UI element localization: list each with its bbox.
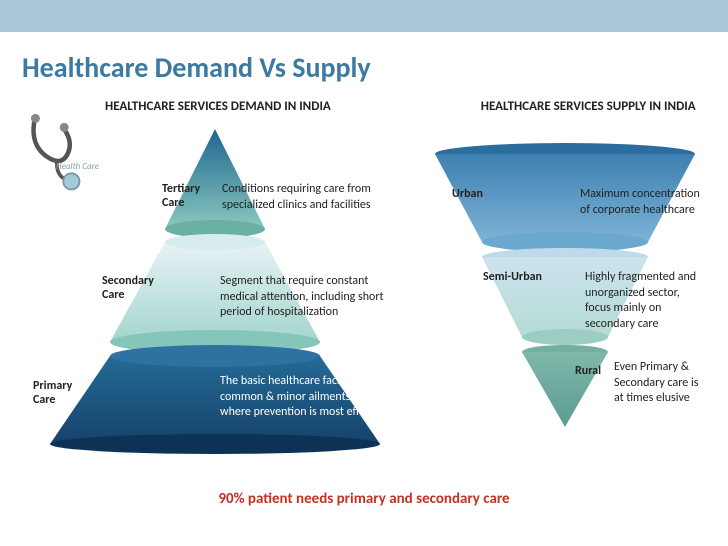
footer-text: 90% patient needs primary and secondary …: [0, 490, 728, 508]
supply-tier2-label: Semi-Urban: [483, 270, 542, 284]
demand-tier3-desc: The basic healthcare facilities for comm…: [220, 374, 390, 421]
page-title: Healthcare Demand Vs Supply: [0, 32, 728, 99]
demand-tier2-label: Secondary Care: [102, 274, 172, 303]
supply-tier1-label: Urban: [452, 187, 483, 201]
supply-tier3-label: Rural: [575, 364, 601, 378]
supply-tier2-desc: Highly fragmented and unorganized sector…: [585, 270, 700, 332]
demand-tier2-desc: Segment that require constant medical at…: [220, 274, 390, 321]
supply-tier3-desc: Even Primary & Secondary care is at time…: [614, 360, 700, 407]
demand-tier1-desc: Conditions requiring care from specializ…: [222, 182, 390, 213]
top-bar: [0, 0, 728, 32]
supply-tier1-desc: Maximum concentration of corporate healt…: [580, 187, 700, 218]
header-row: HEALTHCARE SERVICES DEMAND IN INDIA HEAL…: [0, 99, 728, 114]
demand-tier3-label: Primary Care: [33, 379, 93, 408]
supply-pyramid: Urban Maximum concentration of corporate…: [430, 142, 700, 442]
demand-header: HEALTHCARE SERVICES DEMAND IN INDIA: [105, 99, 331, 114]
demand-pyramid: Tertiary Care Conditions requiring care …: [40, 124, 390, 454]
demand-tier1-label: Tertiary Care: [162, 182, 217, 211]
supply-header: HEALTHCARE SERVICES SUPPLY IN INDIA: [481, 99, 696, 114]
diagrams: Health Care: [0, 124, 728, 484]
